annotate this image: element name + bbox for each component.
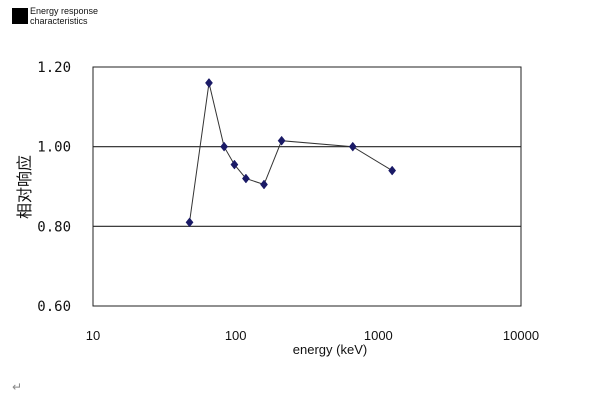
caption-square-icon	[12, 8, 28, 24]
caption-text: Energy response characteristics	[30, 6, 99, 26]
paragraph-mark: ↵	[12, 380, 23, 394]
y-tick-label: 0.80	[37, 219, 71, 235]
data-point-marker	[185, 217, 194, 228]
y-axis-title: 相对响应	[15, 155, 34, 219]
x-tick-label: 10	[86, 328, 100, 343]
data-point-marker	[260, 179, 268, 190]
data-point-marker	[348, 141, 357, 152]
data-point-marker	[388, 165, 397, 176]
data-point-marker	[277, 135, 286, 146]
series-line	[189, 82, 393, 223]
data-point-marker	[220, 141, 229, 152]
data-point-marker	[242, 173, 250, 184]
y-tick-label: 1.20	[37, 60, 71, 76]
plot-frame	[92, 66, 522, 307]
data-point-marker	[230, 159, 239, 170]
x-tick-label: 10000	[503, 328, 539, 343]
x-tick-label: 100	[225, 328, 247, 343]
x-axis-title: energy (keV)	[293, 342, 367, 357]
y-tick-label: 0.60	[37, 299, 71, 315]
caption-fade	[97, 18, 157, 28]
data-point-marker	[205, 78, 213, 88]
chart-caption: Energy response characteristics	[12, 6, 157, 30]
y-tick-label: 1.00	[37, 140, 71, 156]
x-tick-label: 1000	[364, 328, 393, 343]
